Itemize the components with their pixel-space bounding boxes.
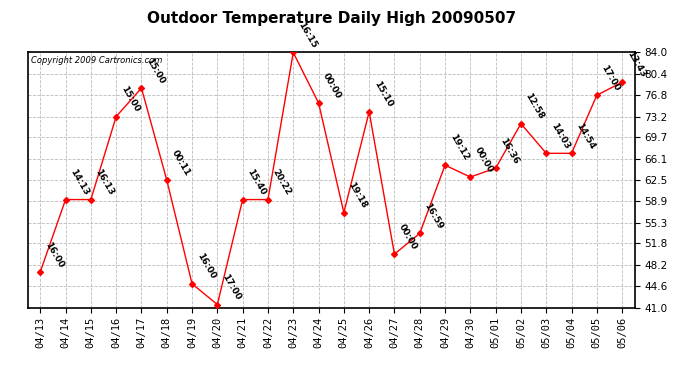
Text: 19:18: 19:18: [346, 180, 368, 210]
Text: 17:00: 17:00: [220, 273, 242, 302]
Text: 16:13: 16:13: [94, 168, 116, 197]
Text: 15:00: 15:00: [144, 56, 166, 85]
Text: Copyright 2009 Cartronics.com: Copyright 2009 Cartronics.com: [30, 56, 162, 65]
Text: Outdoor Temperature Daily High 20090507: Outdoor Temperature Daily High 20090507: [147, 11, 515, 26]
Text: 16:00: 16:00: [43, 240, 65, 269]
Text: 00:00: 00:00: [322, 71, 343, 100]
Text: 14:03: 14:03: [549, 121, 571, 150]
Text: 17:00: 17:00: [600, 63, 622, 92]
Text: 14:54: 14:54: [574, 121, 597, 150]
Text: 00:00: 00:00: [397, 222, 419, 251]
Text: 13:43: 13:43: [625, 50, 647, 80]
Text: 16:00: 16:00: [195, 252, 217, 281]
Text: 16:36: 16:36: [498, 136, 520, 165]
Text: 15:00: 15:00: [119, 85, 141, 114]
Text: 16:59: 16:59: [422, 201, 444, 231]
Text: 15:40: 15:40: [246, 168, 268, 197]
Text: 19:12: 19:12: [448, 133, 470, 162]
Text: 00:00: 00:00: [473, 146, 495, 174]
Text: 14:13: 14:13: [68, 167, 90, 197]
Text: 20:22: 20:22: [270, 168, 293, 197]
Text: 15:10: 15:10: [372, 80, 394, 109]
Text: 16:15: 16:15: [296, 20, 318, 50]
Text: 00:11: 00:11: [170, 148, 192, 177]
Text: 12:58: 12:58: [524, 92, 546, 121]
